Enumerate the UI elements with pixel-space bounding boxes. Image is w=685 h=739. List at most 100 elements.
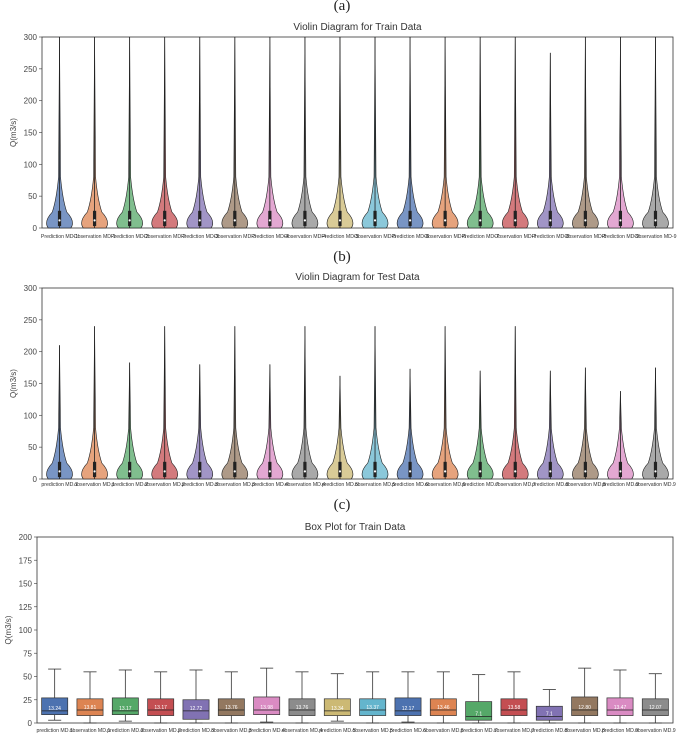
test-violin-violin-median	[268, 470, 271, 473]
train-box-box	[571, 696, 599, 716]
train-violin-category-label: Prediction MD-4	[251, 234, 288, 240]
train-violin-ytick-label: 250	[24, 65, 38, 74]
train-box-ytick-label: 100	[19, 626, 33, 635]
test-violin-category-label: prediction MD.5	[322, 482, 358, 488]
test-violin-category-label: prediction MD.2	[111, 482, 147, 488]
train-box-category-label: observation MD.7	[494, 728, 535, 734]
test-violin-violin-iqr	[57, 461, 62, 478]
train-violin-violin-iqr	[163, 210, 167, 227]
train-box-median-label: 13.17	[154, 705, 167, 711]
train-box-category-label: prediction MD.6	[390, 728, 426, 734]
train-violin-violin-median	[198, 219, 201, 222]
test-violin-violin-iqr	[443, 461, 447, 478]
train-violin-category-label: Observation MD-4	[284, 234, 326, 240]
panel-label-b: (b)	[333, 249, 351, 265]
train-violin-violin-iqr	[128, 210, 132, 227]
test-violin-violin-iqr	[233, 461, 237, 478]
train-box-box	[641, 698, 669, 716]
train-violin-violin-iqr	[373, 210, 377, 227]
train-box-ytick-label: 175	[19, 556, 33, 565]
test-violin-plot-frame	[41, 287, 674, 480]
test-violin-violin-median	[654, 470, 657, 473]
train-box-box	[182, 699, 210, 720]
train-violin-title: Violin Diagram for Train Data	[293, 22, 422, 33]
test-violin-violin-iqr	[618, 461, 623, 478]
train-violin-violin-iqr	[268, 210, 272, 227]
train-box-category-label: prediction MD.4	[249, 728, 285, 734]
train-violin-violin-median	[268, 219, 271, 222]
train-box-box	[217, 698, 245, 716]
train-box-median-label: 12.80	[578, 705, 591, 711]
test-violin-violin-median	[549, 470, 552, 473]
train-box-category-label: observation MD.8	[564, 728, 605, 734]
train-violin-category-label: Observation MD-9	[634, 234, 676, 240]
train-violin-violin-median	[128, 219, 131, 222]
train-violin-violin-median	[163, 219, 166, 222]
test-violin-category-label: observation MD.1	[74, 482, 115, 488]
test-violin-violin-median	[93, 470, 96, 473]
train-violin-category-label: Prediction MD-2	[111, 234, 148, 240]
train-violin-category-label: Observation MD-2	[144, 234, 186, 240]
train-violin-ytick-label: 200	[24, 97, 38, 106]
train-box-ytick-label: 50	[23, 673, 32, 682]
test-violin-category-label: observation MD.9	[635, 482, 676, 488]
test-violin-violin-median	[303, 470, 307, 473]
test-violin-category-label: prediction MD.3	[182, 482, 218, 488]
train-violin-violin-median	[233, 219, 236, 222]
test-violin-ytick-label: 200	[24, 348, 38, 357]
train-violin-violin-iqr	[653, 210, 658, 227]
train-violin-ytick-label: 0	[33, 224, 38, 233]
train-box-median-label: 12.72	[190, 706, 203, 712]
train-violin-category-label: Prediction MD-8	[532, 234, 569, 240]
train-box-median-label: 13.17	[119, 706, 132, 712]
train-box-box	[359, 698, 387, 716]
test-violin-ytick-label: 300	[24, 284, 38, 293]
train-box-median-label: 7.1	[475, 711, 482, 717]
test-violin-category-label: prediction MD.7	[462, 482, 498, 488]
test-violin-ytick-label: 50	[28, 443, 37, 452]
train-box-median-label: 12.07	[649, 705, 662, 711]
train-box-category-label: prediction MD.9	[602, 728, 638, 734]
train-violin-violin-iqr	[443, 210, 447, 227]
train-box-box	[606, 697, 634, 716]
box-chart-train: Box Plot for Train Data 0 25 50 75 100 125 150 1…	[4, 522, 676, 734]
test-violin-category-label: prediction MD.9	[602, 482, 638, 488]
test-violin-violin-median	[514, 470, 517, 473]
train-violin-category-label: Prediction MD-9	[602, 234, 639, 240]
train-violin-category-label: Observation MD-7	[494, 234, 536, 240]
train-violin-violin-iqr	[198, 210, 202, 227]
train-box-box	[76, 698, 104, 716]
test-violin-violin-iqr	[373, 461, 377, 478]
train-box-ytick-label: 0	[28, 719, 33, 728]
train-violin-category-label: Observation MD-3	[214, 234, 256, 240]
train-violin-violin-iqr	[408, 210, 412, 227]
train-violin-violin-median	[584, 219, 587, 222]
train-violin-violin-iqr	[583, 210, 587, 227]
train-box-category-label: observation MD.9	[635, 728, 676, 734]
test-violin-ytick-label: 250	[24, 316, 38, 325]
test-violin-violin-median	[233, 470, 236, 473]
train-box-title: Box Plot for Train Data	[305, 522, 406, 533]
train-violin-category-label: Observation MD-8	[564, 234, 606, 240]
test-violin-category-label: prediction MD.1	[41, 482, 77, 488]
train-box-category-label: prediction MD.7	[461, 728, 497, 734]
train-violin-violin-median	[514, 219, 517, 222]
train-box-ytick-label: 25	[23, 696, 32, 705]
test-violin-violin-median	[479, 470, 482, 473]
test-violin-category-label: prediction MD.6	[392, 482, 428, 488]
test-violin-category-label: observation MD.8	[565, 482, 606, 488]
test-violin-violin-median	[163, 470, 166, 473]
train-violin-violin-iqr	[513, 210, 517, 227]
train-violin-category-label: Prediction MD-3	[181, 234, 218, 240]
train-violin-violin-iqr	[303, 210, 307, 227]
train-box-category-label: prediction MD.2	[107, 728, 143, 734]
train-violin-violin-iqr	[618, 210, 623, 227]
train-violin-violin-median	[549, 219, 552, 222]
train-box-plot-frame	[36, 536, 674, 724]
train-box-category-label: observation MD.6	[423, 728, 464, 734]
train-violin-category-label: Prediction MD-1	[41, 234, 78, 240]
train-violin-violin-iqr	[57, 210, 62, 227]
train-box-box	[465, 701, 493, 721]
train-violin-ytick-label: 150	[24, 129, 38, 138]
train-box-ylabel: Q(m3/s)	[4, 615, 13, 644]
